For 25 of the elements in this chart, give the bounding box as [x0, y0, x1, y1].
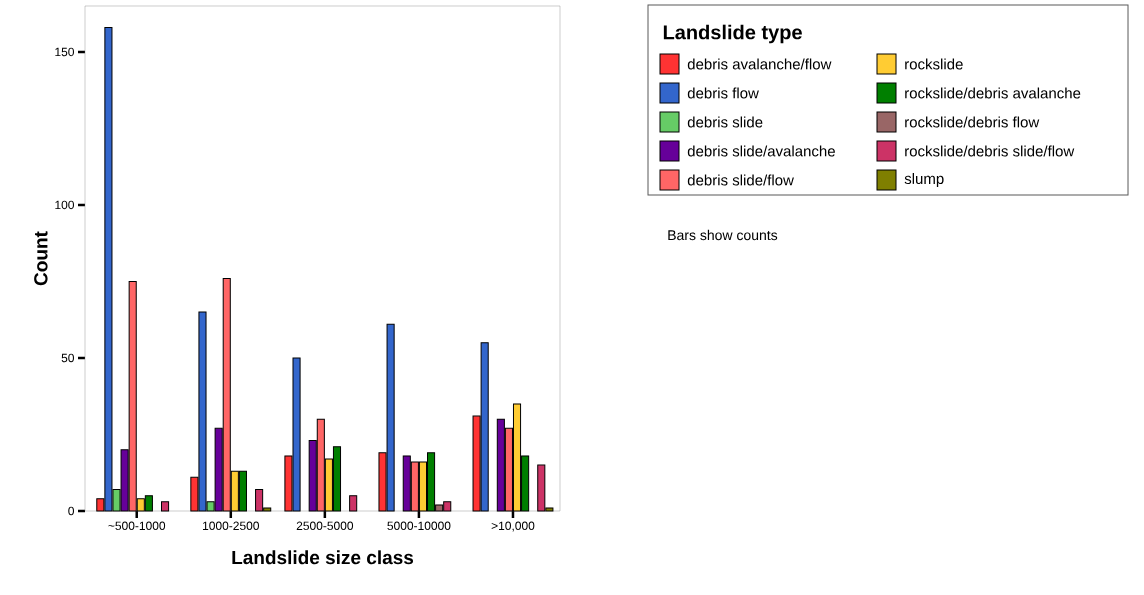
- y-tick-label: 150: [55, 47, 74, 57]
- x-tick-label: ~500-1000: [108, 521, 166, 531]
- legend-label: debris flow: [687, 87, 759, 99]
- legend-label: debris slide: [687, 116, 763, 128]
- legend-label: debris slide/flow: [687, 174, 794, 186]
- x-tick-label: 2500-5000: [296, 521, 354, 531]
- legend-label: debris slide/avalanche: [687, 145, 835, 157]
- x-tick-label: >10,000: [491, 521, 535, 532]
- legend-label: rockslide/debris slide/flow: [905, 145, 1075, 157]
- legend-title: Landslide type: [663, 24, 802, 44]
- x-tick-label: 1000-2500: [203, 521, 260, 531]
- legend-label: rockslide/debris avalanche: [905, 87, 1081, 99]
- y-axis-title: Count: [34, 231, 48, 286]
- y-tick-label: 50: [61, 353, 74, 363]
- legend-label: rockslide/debris flow: [905, 116, 1040, 128]
- legend-label: rockslide: [905, 58, 963, 70]
- text: Bars show counts: [668, 229, 778, 241]
- bar: [349, 495, 358, 512]
- legend-label: slump: [904, 173, 944, 187]
- bar: [161, 501, 170, 512]
- x-axis-title: Landslide size class: [232, 550, 414, 565]
- y-tick-label: 100: [55, 200, 74, 210]
- y-tick-label: 0: [68, 506, 75, 516]
- x-tick-label: 5000-10000: [387, 521, 451, 531]
- legend-label: debris avalanche/flow: [687, 58, 832, 70]
